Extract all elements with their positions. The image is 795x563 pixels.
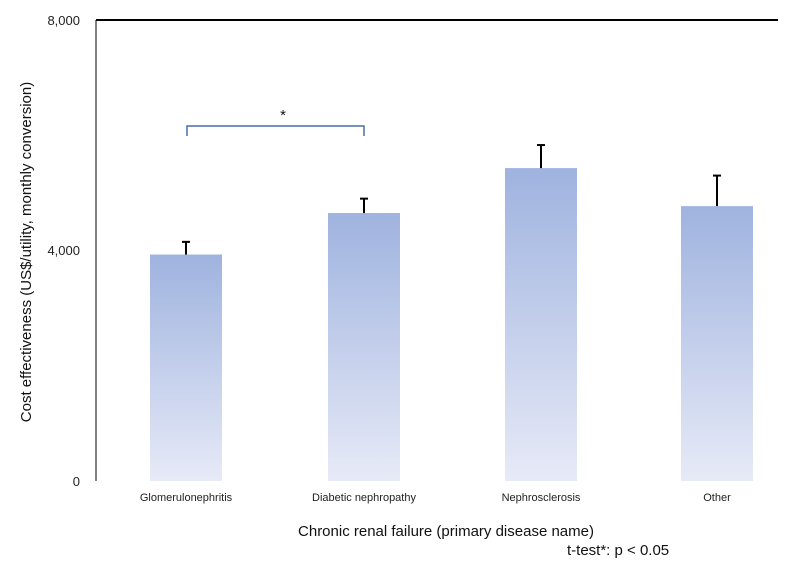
error-bars-group [182,144,721,255]
y-tick-label: 8,000 [47,13,80,28]
footnote: t-test*: p < 0.05 [567,542,669,559]
bars-group [150,168,753,481]
bar [505,168,577,481]
significance-asterisk: * [280,107,286,124]
bar [328,213,400,481]
bar [681,206,753,481]
y-tick-label: 0 [73,474,80,489]
x-tick-label: Other [703,492,731,504]
y-tick-label: 4,000 [47,243,80,258]
x-tick-label: Nephrosclerosis [502,492,581,504]
y-axis-title: Cost effectiveness (US$/utility, monthly… [18,82,35,422]
x-tick-label: Glomerulonephritis [140,492,233,504]
x-tick-label: Diabetic nephropathy [312,492,416,504]
significance-bracket [186,125,365,136]
bar [150,254,222,481]
x-axis-title: Chronic renal failure (primary disease n… [298,523,594,540]
